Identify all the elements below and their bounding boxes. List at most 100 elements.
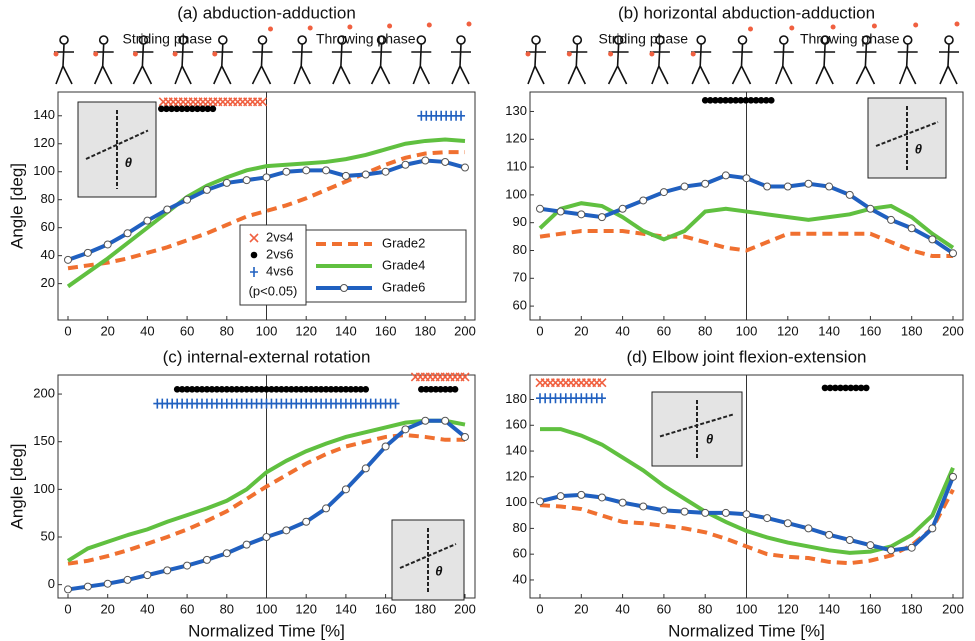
series-point <box>303 518 310 525</box>
series-point <box>764 183 771 190</box>
sig-marker <box>251 252 258 259</box>
series-point <box>144 217 151 224</box>
head <box>60 36 68 44</box>
series-point <box>263 534 270 541</box>
body <box>94 44 114 84</box>
series-point <box>65 256 72 263</box>
series-point <box>743 175 750 182</box>
series-point <box>702 180 709 187</box>
series-point <box>805 180 812 187</box>
ball <box>526 52 531 57</box>
x-tick-label: 60 <box>180 601 194 616</box>
ball <box>173 52 178 57</box>
ball <box>308 26 313 31</box>
x-tick-label: 180 <box>414 323 436 338</box>
x-tick-label: 40 <box>615 601 629 616</box>
ball <box>831 25 836 30</box>
x-tick-label: 120 <box>777 601 799 616</box>
x-tick-label: 40 <box>615 323 629 338</box>
body <box>609 44 629 84</box>
series-point <box>867 205 874 212</box>
body <box>939 44 959 84</box>
series-point <box>184 562 191 569</box>
body <box>133 44 153 84</box>
sig-marker <box>392 399 400 409</box>
x-tick-label: 200 <box>942 601 964 616</box>
ball <box>427 23 432 28</box>
inset-label: θ <box>915 141 922 156</box>
head <box>904 36 912 44</box>
series-point <box>557 493 564 500</box>
series-point <box>342 486 349 493</box>
body <box>411 44 431 84</box>
ball <box>268 27 273 32</box>
x-axis-label: Normalized Time [%] <box>668 621 825 640</box>
body <box>650 44 670 84</box>
sig-marker <box>210 105 217 112</box>
sig-marker <box>457 111 465 121</box>
legend-label: Grade2 <box>382 235 425 250</box>
series-point <box>557 208 564 215</box>
x-tick-label: 160 <box>860 601 882 616</box>
series-point <box>867 542 874 549</box>
series-point <box>362 171 369 178</box>
body <box>691 44 711 84</box>
series-point <box>722 509 729 516</box>
panel: (b) horizontal abduction-adduction Stridi… <box>505 3 964 338</box>
series-point <box>223 550 230 557</box>
series-point <box>303 167 310 174</box>
x-tick-label: 40 <box>140 601 154 616</box>
series-point <box>888 547 895 554</box>
panel-title: (b) horizontal abduction-adduction <box>618 3 875 22</box>
inset-label: θ <box>706 432 713 447</box>
x-tick-label: 80 <box>698 601 712 616</box>
ball <box>955 22 960 27</box>
panel: (a) abduction-adductionStriding phaseThr… <box>7 3 475 338</box>
y-tick-label: 0 <box>48 576 55 591</box>
series-point <box>382 443 389 450</box>
head <box>457 36 465 44</box>
series-point <box>104 241 111 248</box>
series-point <box>462 164 469 171</box>
legend-label: 2vs6 <box>266 246 293 261</box>
legend-label: 4vs6 <box>266 263 293 278</box>
head <box>219 36 227 44</box>
body <box>526 44 546 84</box>
x-tick-label: 140 <box>818 323 840 338</box>
y-tick-label: 100 <box>505 186 527 201</box>
head <box>739 36 747 44</box>
x-tick-label: 60 <box>657 323 671 338</box>
stick-figure <box>733 27 754 85</box>
x-tick-label: 120 <box>777 323 799 338</box>
y-tick-label: 140 <box>505 442 527 457</box>
series-point <box>681 508 688 515</box>
ball <box>567 52 572 57</box>
y-tick-label: 80 <box>513 520 527 535</box>
y-tick-label: 40 <box>513 571 527 586</box>
x-tick-label: 0 <box>536 601 543 616</box>
x-tick-label: 100 <box>256 601 278 616</box>
x-tick-label: 160 <box>375 601 397 616</box>
body <box>451 44 471 84</box>
sig-marker <box>452 386 459 393</box>
head <box>945 36 953 44</box>
stick-figure <box>93 36 114 84</box>
head <box>697 36 705 44</box>
stick-figure <box>774 26 795 85</box>
ball <box>467 22 472 27</box>
ball <box>913 23 918 28</box>
series-point <box>826 183 833 190</box>
y-axis-label: Angle [deg] <box>7 443 26 529</box>
stick-figure <box>567 36 588 84</box>
phase-label: Striding phase <box>598 31 688 47</box>
body <box>774 44 794 84</box>
sig-marker <box>259 98 267 106</box>
panel: (c) internal-external rotation Angle [deg… <box>7 347 475 640</box>
phase-label: Striding phase <box>122 31 212 47</box>
y-tick-label: 180 <box>505 391 527 406</box>
y-tick-label: 20 <box>41 275 55 290</box>
panel-title: (c) internal-external rotation <box>163 347 371 366</box>
series-point <box>323 505 330 512</box>
x-tick-label: 180 <box>414 601 436 616</box>
ball <box>649 52 654 57</box>
